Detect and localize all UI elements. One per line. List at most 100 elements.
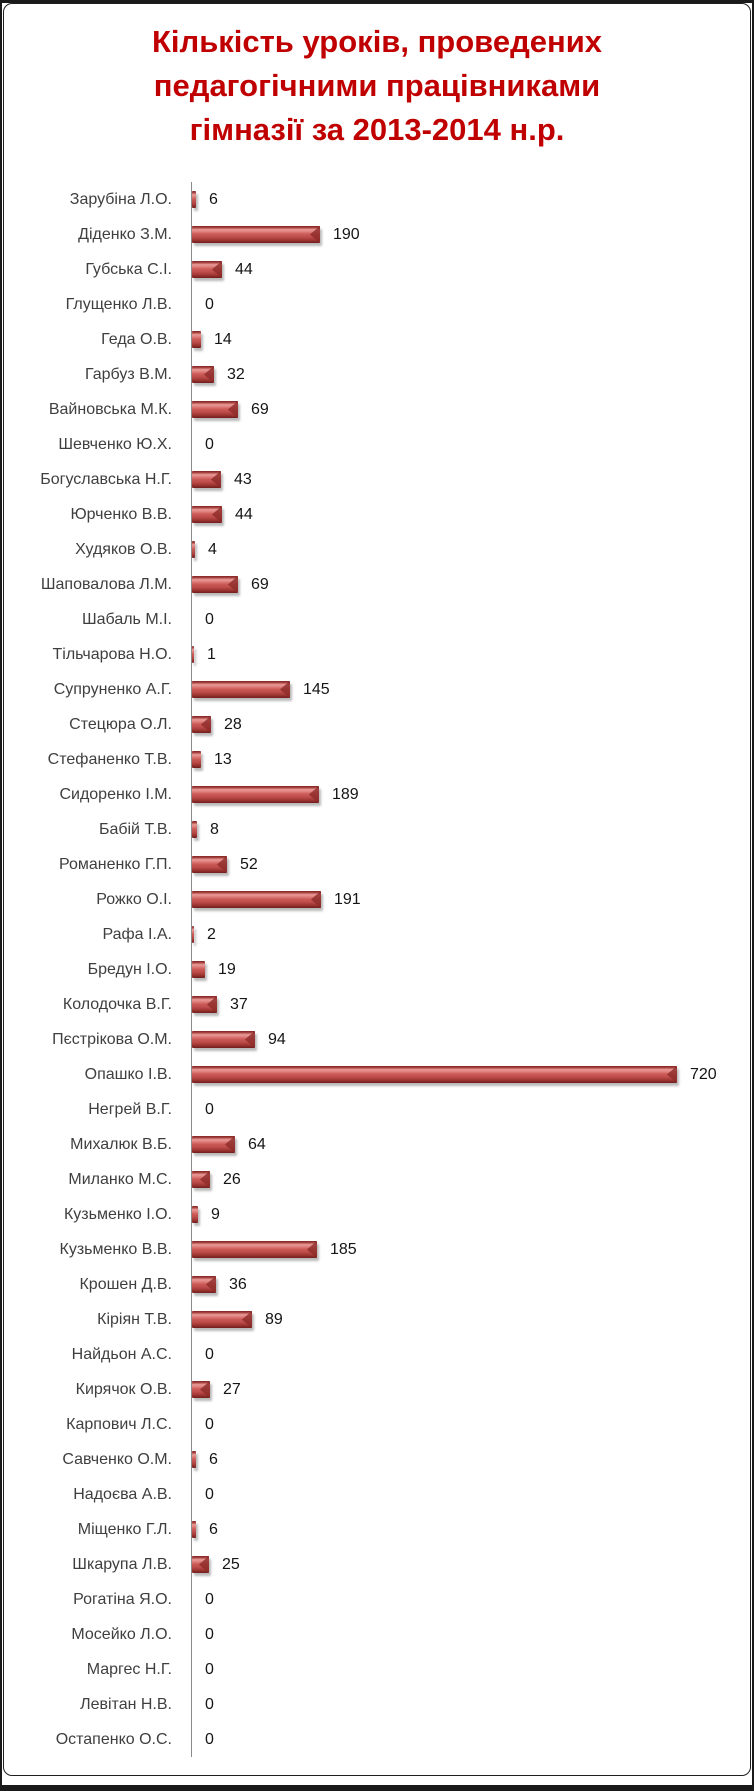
bar-cell: 6	[191, 1442, 750, 1477]
chart-row: Савченко О.М. 6	[4, 1442, 750, 1477]
category-label: Михалюк В.Б.	[70, 1135, 172, 1153]
bar	[192, 1206, 198, 1223]
category-label: Карпович Л.С.	[66, 1415, 172, 1433]
chart-row: Рафа І.А. 2	[4, 917, 750, 952]
bar-cell: 14	[191, 322, 750, 357]
category-label: Стецюра О.Л.	[69, 715, 172, 733]
bar	[192, 926, 194, 943]
chart-row: Пєстрікова О.М. 94	[4, 1022, 750, 1057]
chart-row: Карпович Л.С. 0	[4, 1407, 750, 1442]
chart-row: Геда О.В. 14	[4, 322, 750, 357]
category-label: Рогатіна Я.О.	[73, 1590, 172, 1608]
bar-cell: 0	[191, 1337, 750, 1372]
bar-cell: 13	[191, 742, 750, 777]
bar-cell: 37	[191, 987, 750, 1022]
value-label: 69	[251, 575, 269, 593]
chart-row: Бредун І.О. 19	[4, 952, 750, 987]
bar-end-bevel	[203, 366, 214, 383]
chart-title: Кількість уроків, проведених педагогічни…	[4, 4, 750, 152]
bar-cell: 2	[191, 917, 750, 952]
chart-row: Юрченко В.В. 44	[4, 497, 750, 532]
chart-row: Стефаненко Т.В. 13	[4, 742, 750, 777]
chart-row: Остапенко О.С. 0	[4, 1722, 750, 1757]
bar-cell: 0	[191, 1687, 750, 1722]
bar	[192, 226, 320, 243]
bar-cell: 0	[191, 602, 750, 637]
bar-cell: 0	[191, 1722, 750, 1757]
bar	[192, 1171, 210, 1188]
bar-cell: 6	[191, 182, 750, 217]
bar-end-bevel	[199, 1171, 210, 1188]
bar	[192, 1521, 196, 1538]
category-label: Романенко Г.П.	[59, 855, 172, 873]
bar-cell: 32	[191, 357, 750, 392]
category-label: Шабаль М.І.	[81, 610, 172, 628]
bar-cell: 145	[191, 672, 750, 707]
chart-row: Богуславська Н.Г. 43	[4, 462, 750, 497]
bar-end-bevel	[309, 226, 320, 243]
bar-cell: 69	[191, 392, 750, 427]
value-label: 44	[235, 260, 253, 278]
bar	[192, 366, 214, 383]
category-label: Негрей В.Г.	[88, 1100, 172, 1118]
category-label: Рожко О.І.	[96, 890, 172, 908]
category-label: Губська С.І.	[85, 260, 172, 278]
chart-row: Крошен Д.В. 36	[4, 1267, 750, 1302]
category-label: Кузьменко В.В.	[59, 1240, 172, 1258]
category-label: Кіріян Т.В.	[97, 1310, 172, 1328]
bar-chart-plot-area: Зарубіна Л.О. 6 Діденко З.М. 190 Губська С.І…	[4, 182, 750, 1757]
category-label: Мосейко Л.О.	[71, 1625, 172, 1643]
value-label: 6	[209, 1520, 218, 1538]
value-label: 190	[333, 225, 360, 243]
value-label: 191	[334, 890, 361, 908]
bar-end-bevel	[224, 1136, 235, 1153]
bar-end-bevel	[279, 681, 290, 698]
chart-row: Зарубіна Л.О. 6	[4, 182, 750, 217]
bar-end-bevel	[198, 1556, 209, 1573]
category-label: Богуславська Н.Г.	[40, 470, 172, 488]
bar-cell: 26	[191, 1162, 750, 1197]
bar-end-bevel	[306, 1241, 317, 1258]
category-label: Сидоренко І.М.	[59, 785, 172, 803]
category-label: Миланко М.С.	[68, 1170, 172, 1188]
chart-row: Губська С.І. 44	[4, 252, 750, 287]
value-label: 28	[224, 715, 242, 733]
category-label: Рафа І.А.	[102, 925, 172, 943]
value-label: 0	[205, 1730, 214, 1748]
value-label: 43	[234, 470, 252, 488]
chart-row: Бабій Т.В. 8	[4, 812, 750, 847]
category-label: Юрченко В.В.	[70, 505, 172, 523]
bar-cell: 44	[191, 252, 750, 287]
bar-end-bevel	[199, 1381, 210, 1398]
bar-cell: 0	[191, 1582, 750, 1617]
bar-end-bevel	[308, 786, 319, 803]
value-label: 0	[205, 1485, 214, 1503]
category-label: Кузьменко І.О.	[63, 1205, 172, 1223]
bar-cell: 190	[191, 217, 750, 252]
category-label: Шевченко Ю.Х.	[58, 435, 172, 453]
bar-end-bevel	[227, 401, 238, 418]
category-label: Найдьон А.С.	[71, 1345, 172, 1363]
bar-cell: 44	[191, 497, 750, 532]
chart-title-line-3: гімназії за 2013-2014 н.р.	[189, 112, 565, 147]
value-label: 0	[205, 295, 214, 313]
bar-end-bevel	[310, 891, 321, 908]
chart-row: Кузьменко І.О. 9	[4, 1197, 750, 1232]
bar-cell: 19	[191, 952, 750, 987]
bar-cell: 43	[191, 462, 750, 497]
category-label: Левітан Н.В.	[80, 1695, 172, 1713]
bar	[192, 1556, 209, 1573]
chart-row: Найдьон А.С. 0	[4, 1337, 750, 1372]
chart-row: Супруненко А.Г. 145	[4, 672, 750, 707]
bar-cell: 64	[191, 1127, 750, 1162]
bar	[192, 1276, 216, 1293]
bar	[192, 891, 321, 908]
bar	[192, 261, 222, 278]
bar	[192, 751, 201, 768]
chart-row: Шаповалова Л.М. 69	[4, 567, 750, 602]
category-label: Діденко З.М.	[78, 225, 172, 243]
value-label: 0	[205, 1590, 214, 1608]
bar	[192, 541, 195, 558]
bar	[192, 1241, 317, 1258]
category-label: Тільчарова Н.О.	[52, 645, 172, 663]
